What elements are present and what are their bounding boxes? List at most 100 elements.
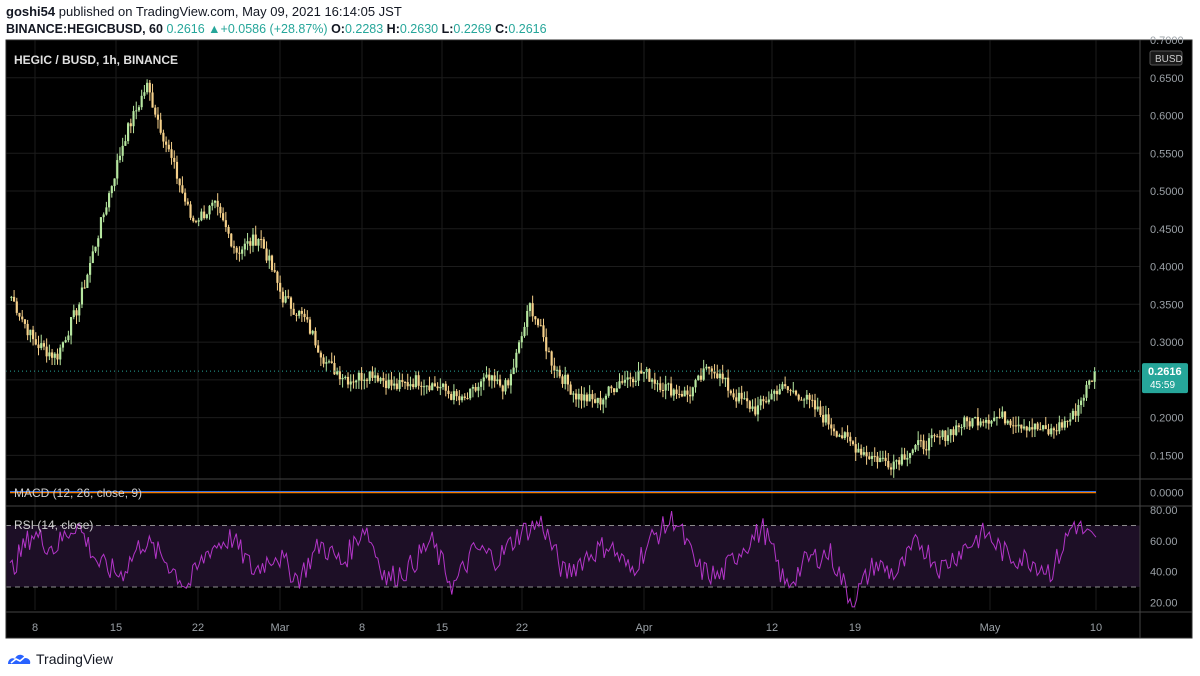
candle-body bbox=[341, 377, 344, 380]
candle-body bbox=[178, 178, 181, 186]
candle-body bbox=[889, 467, 893, 470]
candle-body bbox=[892, 461, 895, 470]
low-value: 0.2269 bbox=[453, 22, 492, 36]
candle-body bbox=[686, 390, 689, 395]
candle-body bbox=[642, 372, 646, 374]
candle-body bbox=[794, 390, 798, 395]
candle-body bbox=[1025, 426, 1028, 431]
candle-body bbox=[116, 160, 119, 179]
candle-body bbox=[102, 214, 105, 218]
rsi-title: RSI (14, close) bbox=[14, 518, 93, 532]
candle-body bbox=[325, 362, 328, 364]
candle-body bbox=[925, 449, 928, 451]
x-tick-label: 22 bbox=[516, 622, 528, 634]
author-name[interactable]: goshi54 bbox=[6, 4, 56, 19]
candle-body bbox=[455, 391, 458, 397]
rsi-line bbox=[9, 511, 1097, 608]
candle-body bbox=[485, 374, 488, 378]
candle-body bbox=[216, 200, 219, 207]
candle-body bbox=[724, 377, 727, 380]
candle-body bbox=[615, 388, 618, 393]
candle-body bbox=[887, 461, 890, 468]
candle-body bbox=[1052, 428, 1056, 431]
price-tick-label: 0.2000 bbox=[1150, 413, 1184, 425]
candle-body bbox=[732, 393, 735, 398]
candle-body bbox=[914, 445, 917, 450]
candle-body bbox=[436, 386, 439, 389]
candle-body bbox=[246, 241, 249, 244]
candle-body bbox=[224, 220, 227, 228]
published-text: published on TradingView.com, May 09, 20… bbox=[58, 4, 402, 19]
candle-body bbox=[110, 186, 113, 194]
candle-body bbox=[124, 141, 127, 146]
ohlc-legend: BINANCE:HEGICBUSD, 60 0.2616 ▲+0.0586 (+… bbox=[6, 22, 547, 36]
candle-body bbox=[770, 393, 773, 400]
candle-body bbox=[694, 380, 697, 388]
rsi-series bbox=[9, 511, 1097, 608]
candle-body bbox=[517, 342, 521, 353]
candle-body bbox=[439, 386, 442, 389]
candle-body bbox=[15, 301, 18, 313]
last-price-label: 0.2616 bbox=[1148, 366, 1182, 378]
candle-body bbox=[292, 308, 295, 315]
candle-body bbox=[588, 394, 591, 402]
candle-body bbox=[194, 221, 198, 223]
candle-body bbox=[235, 247, 238, 253]
candle-body bbox=[137, 107, 141, 111]
candle-body bbox=[105, 207, 108, 215]
candle-body bbox=[993, 417, 996, 421]
candle-body bbox=[509, 374, 513, 386]
candle-body bbox=[45, 346, 48, 357]
candle-body bbox=[1031, 427, 1034, 430]
last-price-label-bg bbox=[1142, 363, 1188, 394]
candle-body bbox=[444, 383, 447, 391]
candle-body bbox=[10, 296, 13, 298]
high-label: H: bbox=[386, 22, 400, 36]
candle-body bbox=[355, 380, 358, 383]
candle-body bbox=[303, 313, 306, 318]
candle-body bbox=[230, 233, 233, 247]
candle-body bbox=[876, 456, 879, 463]
candle-body bbox=[496, 379, 499, 382]
candle-body bbox=[979, 421, 982, 426]
candle-body bbox=[670, 383, 673, 396]
candle-body bbox=[56, 353, 59, 360]
candle-body bbox=[678, 393, 681, 395]
tradingview-logo[interactable]: TradingView bbox=[6, 648, 113, 670]
candle-body bbox=[705, 366, 708, 369]
candle-body bbox=[200, 211, 203, 221]
candle-body bbox=[284, 296, 287, 303]
candle-body bbox=[792, 390, 795, 392]
candle-body bbox=[1003, 411, 1007, 424]
candle-body bbox=[751, 406, 754, 409]
candle-body bbox=[648, 369, 651, 382]
currency-badge: BUSD bbox=[1155, 54, 1183, 65]
candle-body bbox=[574, 393, 578, 400]
candle-body bbox=[401, 379, 404, 382]
candle-body bbox=[585, 394, 589, 402]
candle-body bbox=[708, 366, 711, 369]
price-tick-label: 0.3500 bbox=[1150, 299, 1184, 311]
candle-body bbox=[743, 398, 746, 400]
candle-body bbox=[911, 449, 914, 454]
candle-body bbox=[387, 379, 390, 389]
last-price: 0.2616 bbox=[166, 22, 205, 36]
candle-body bbox=[946, 435, 950, 441]
candle-body bbox=[184, 192, 187, 202]
candle-body bbox=[219, 206, 222, 214]
candle-body bbox=[626, 377, 629, 380]
close-value: 0.2616 bbox=[508, 22, 547, 36]
countdown-label: 45:59 bbox=[1150, 380, 1175, 391]
candle-body bbox=[129, 123, 132, 127]
x-tick-label: 19 bbox=[849, 622, 861, 634]
price-tick-label: 0.3000 bbox=[1150, 337, 1184, 349]
candle-body bbox=[352, 381, 355, 383]
candle-body bbox=[610, 386, 613, 389]
candle-body bbox=[91, 251, 94, 264]
candle-body bbox=[371, 371, 374, 378]
candle-body bbox=[197, 220, 200, 222]
candle-body bbox=[816, 406, 819, 410]
candle-body bbox=[607, 386, 610, 396]
x-tick-label: 10 bbox=[1090, 622, 1102, 634]
